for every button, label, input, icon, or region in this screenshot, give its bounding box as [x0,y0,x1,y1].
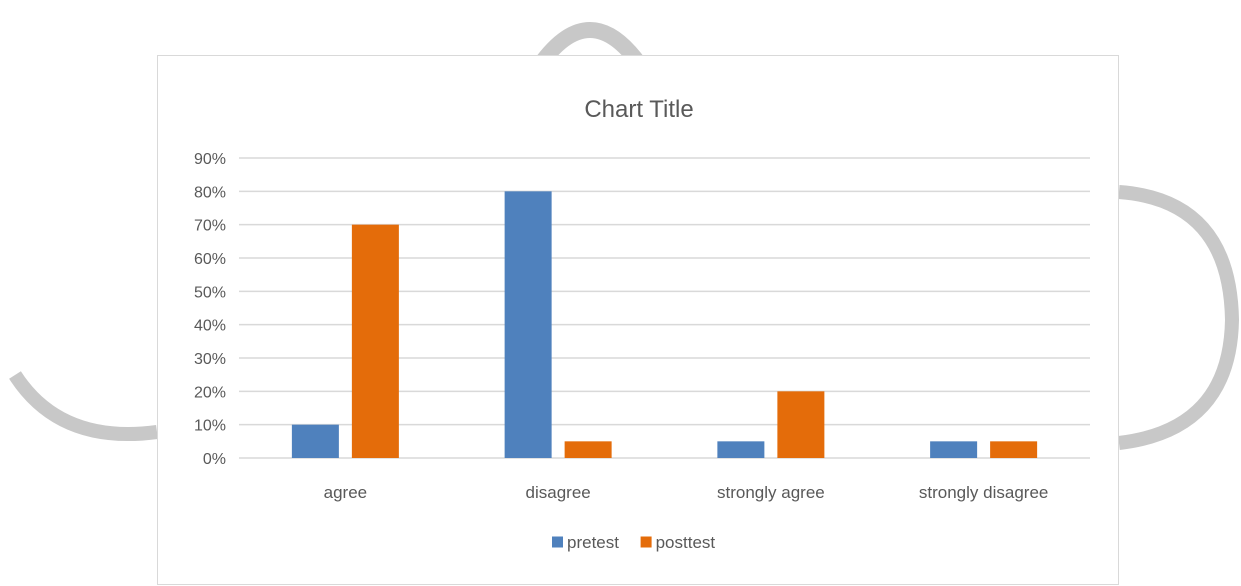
y-tick-label: 80% [194,184,226,201]
bar-chart: Chart Title 0% 10% 20% 30% 40% 50% 60% 70% 80% 90… [194,96,1090,552]
y-axis-ticks: 0% 10% 20% 30% 40% 50% 60% 70% 80% 90% [194,151,226,468]
x-tick-label: disagree [526,483,591,502]
y-tick-label: 20% [194,384,226,401]
legend-label-posttest: posttest [656,533,716,552]
watermark-top-arc [533,22,647,70]
y-tick-label: 60% [194,251,226,268]
watermark-left-arc [9,371,158,442]
legend-swatch-pretest [552,536,563,548]
legend-label-pretest: pretest [567,533,619,552]
bar-posttest [990,441,1038,458]
bar-posttest [777,391,825,458]
y-tick-label: 40% [194,318,226,335]
x-tick-label: strongly disagree [919,483,1048,502]
bar-pretest [504,191,552,459]
legend: pretest posttest [552,533,715,552]
y-tick-label: 50% [194,284,226,301]
bar-posttest [351,224,399,458]
y-tick-label: 90% [194,151,226,168]
bars [291,191,1038,459]
y-tick-label: 30% [194,351,226,368]
y-tick-label: 0% [203,451,226,468]
bar-pretest [291,424,339,458]
x-axis-ticks: agree disagree strongly agree strongly disa… [324,483,1049,502]
chart-title: Chart Title [584,96,693,123]
x-tick-label: agree [324,483,367,502]
chart-container: Chart Title 0% 10% 20% 30% 40% 50% 60% 70% 80% 90… [157,55,1119,585]
bar-pretest [717,441,765,458]
y-tick-label: 70% [194,218,226,235]
legend-swatch-posttest [640,536,652,548]
y-tick-label: 10% [194,418,226,435]
watermark-right-arc [1118,185,1240,450]
bar-posttest [564,441,612,458]
bar-pretest [930,441,978,458]
x-tick-label: strongly agree [717,483,825,502]
